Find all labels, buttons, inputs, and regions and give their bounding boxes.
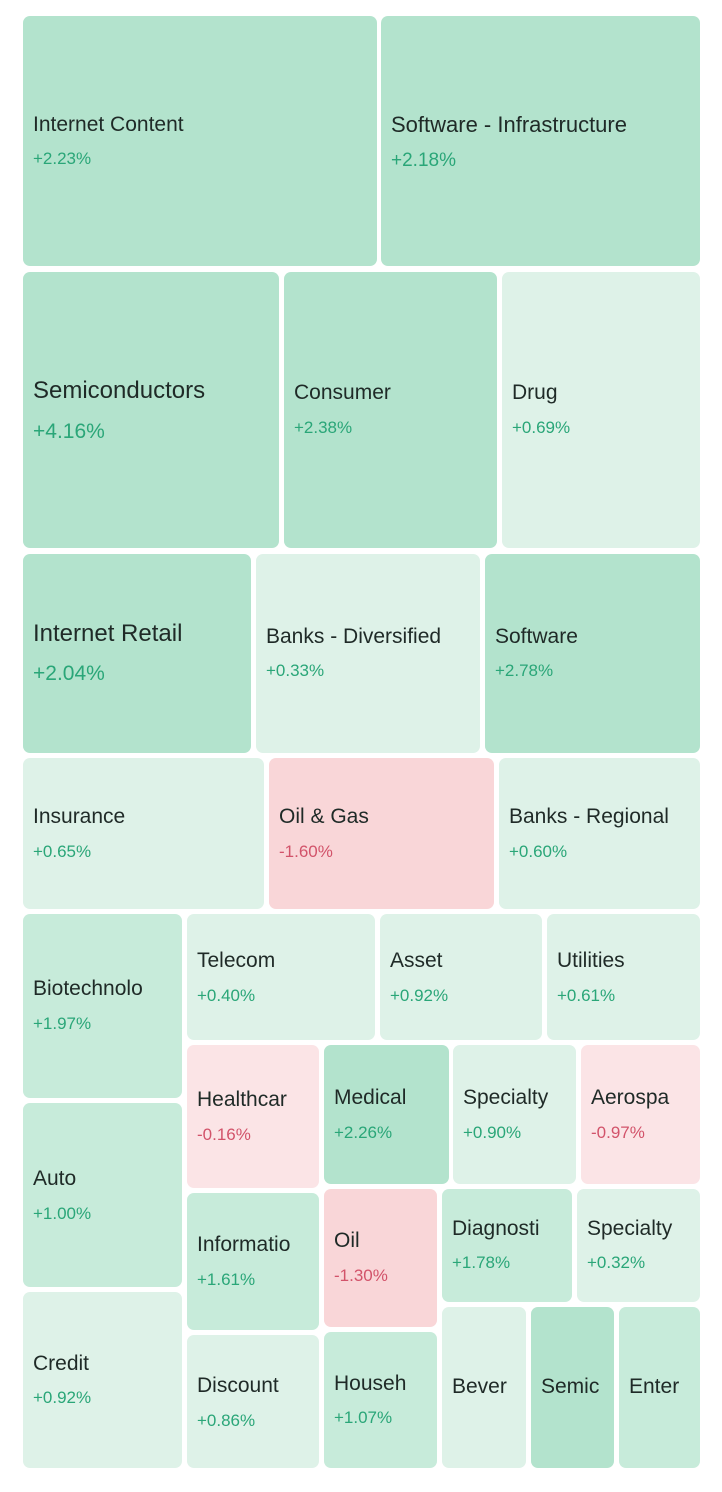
tile-name: Oil & Gas (279, 805, 369, 828)
tile-name: Credit (33, 1352, 90, 1375)
tile-entertainment[interactable]: Enter (619, 1307, 700, 1468)
tile-name: Banks - Diversified (266, 625, 442, 648)
tile-name: Specialty (587, 1217, 673, 1240)
tile-change: -0.16% (197, 1125, 251, 1144)
tile-change: +4.16% (33, 420, 105, 443)
tile-name: Medical (334, 1086, 407, 1109)
tile-name: Oil (334, 1229, 360, 1252)
tile-oil[interactable]: Oil -1.30% (324, 1189, 437, 1327)
tile-change: +2.18% (391, 150, 456, 171)
tile-name: Asset (390, 949, 443, 972)
tile-change: -1.60% (279, 842, 333, 861)
tile-change: +0.92% (33, 1388, 92, 1407)
tile-change: +1.97% (33, 1014, 92, 1033)
tile-auto[interactable]: Auto +1.00% (23, 1103, 182, 1287)
tile-change: -1.30% (334, 1266, 388, 1285)
tile-change: +2.23% (33, 149, 92, 168)
tile-change: +0.40% (197, 986, 256, 1005)
tile-specialty-2[interactable]: Specialty +0.32% (577, 1189, 700, 1302)
tile-internet-retail[interactable]: Internet Retail +2.04% (23, 554, 251, 753)
tile-medical[interactable]: Medical +2.26% (324, 1045, 449, 1184)
tile-change: +0.61% (557, 986, 616, 1005)
tile-change: +2.04% (33, 662, 105, 685)
tile-change: +0.33% (266, 661, 325, 680)
tile-change: +1.78% (452, 1253, 511, 1272)
tile-discount[interactable]: Discount +0.86% (187, 1335, 319, 1468)
tile-name: Software (495, 625, 578, 648)
tile-information[interactable]: Informatio +1.61% (187, 1193, 319, 1330)
tile-banks-regional[interactable]: Banks - Regional +0.60% (499, 758, 700, 909)
tile-name: Diagnosti (452, 1217, 540, 1240)
tile-name: Discount (197, 1374, 279, 1397)
tile-healthcare[interactable]: Healthcar -0.16% (187, 1045, 319, 1188)
tile-name: Utilities (557, 949, 625, 972)
tile-change: +0.60% (509, 842, 568, 861)
tile-semiconductor-equipment[interactable]: Semic (531, 1307, 614, 1468)
tile-change: +0.90% (463, 1123, 522, 1142)
tile-name: Internet Retail (33, 620, 183, 647)
tile-semiconductors[interactable]: Semiconductors +4.16% (23, 272, 279, 548)
tile-name: Househ (334, 1372, 407, 1395)
tile-change: -0.97% (591, 1123, 645, 1142)
tile-software[interactable]: Software +2.78% (485, 554, 700, 753)
tile-name: Bever (452, 1375, 507, 1398)
tile-name: Software - Infrastructure (391, 112, 627, 137)
tile-change: +2.78% (495, 661, 554, 680)
tile-name: Auto (33, 1167, 77, 1190)
tile-internet-content[interactable]: Internet Content +2.23% (23, 16, 377, 266)
tile-name: Drug (512, 381, 558, 404)
tile-name: Enter (629, 1375, 680, 1398)
tile-change: +1.07% (334, 1408, 393, 1427)
tile-name: Internet Content (33, 113, 184, 136)
tile-household[interactable]: Househ +1.07% (324, 1332, 437, 1468)
tile-change: +0.69% (512, 418, 571, 437)
tile-change: +0.92% (390, 986, 449, 1005)
tile-change: +2.38% (294, 418, 353, 437)
tile-name: Consumer (294, 381, 391, 404)
tile-name: Informatio (197, 1233, 291, 1256)
tile-utilities[interactable]: Utilities +0.61% (547, 914, 700, 1040)
tile-diagnostics[interactable]: Diagnosti +1.78% (442, 1189, 572, 1302)
tile-change: +1.00% (33, 1204, 92, 1223)
tile-consumer[interactable]: Consumer +2.38% (284, 272, 497, 548)
tile-biotechnology[interactable]: Biotechnolo +1.97% (23, 914, 182, 1098)
tile-name: Telecom (197, 949, 276, 972)
tile-aerospace[interactable]: Aerospa -0.97% (581, 1045, 700, 1184)
tile-oil-gas[interactable]: Oil & Gas -1.60% (269, 758, 494, 909)
tile-name: Biotechnolo (33, 977, 143, 1000)
tile-specialty-1[interactable]: Specialty +0.90% (453, 1045, 576, 1184)
tile-change: +0.32% (587, 1253, 646, 1272)
tile-drug[interactable]: Drug +0.69% (502, 272, 700, 548)
tile-change: +0.86% (197, 1411, 256, 1430)
tile-name: Healthcar (197, 1088, 287, 1111)
tile-software-infrastructure[interactable]: Software - Infrastructure +2.18% (381, 16, 700, 266)
tile-credit[interactable]: Credit +0.92% (23, 1292, 182, 1468)
tile-name: Semic (541, 1375, 600, 1398)
tile-name: Aerospa (591, 1086, 670, 1109)
tile-change: +1.61% (197, 1270, 256, 1289)
tile-insurance[interactable]: Insurance +0.65% (23, 758, 264, 909)
tile-asset[interactable]: Asset +0.92% (380, 914, 542, 1040)
tile-name: Insurance (33, 805, 126, 828)
tile-name: Semiconductors (33, 377, 206, 404)
tile-beverages[interactable]: Bever (442, 1307, 526, 1468)
tile-name: Specialty (463, 1086, 549, 1109)
tile-change: +2.26% (334, 1123, 393, 1142)
tile-banks-diversified[interactable]: Banks - Diversified +0.33% (256, 554, 480, 753)
tile-change: +0.65% (33, 842, 92, 861)
tile-telecom[interactable]: Telecom +0.40% (187, 914, 375, 1040)
tile-name: Banks - Regional (509, 805, 669, 828)
